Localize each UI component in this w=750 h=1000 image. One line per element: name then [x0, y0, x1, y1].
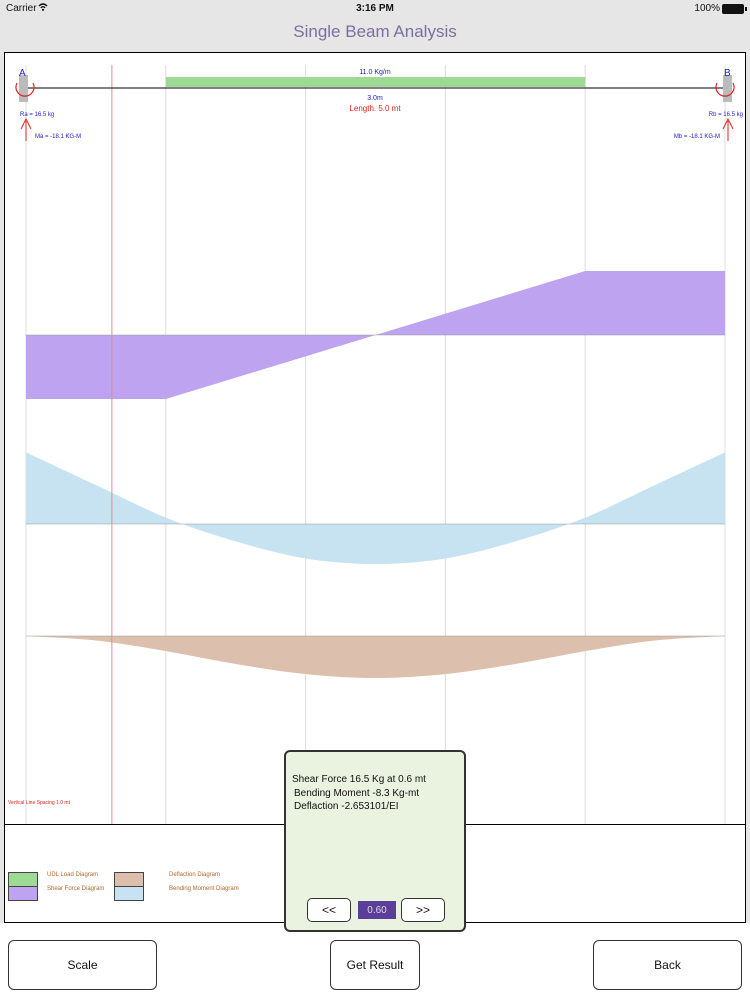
reaction-b-label: Rb = 16.5 kg	[709, 112, 743, 118]
udl-value-label: 11.0 Kg/m	[359, 69, 391, 76]
legend-deflection-label: Deflaction Diagram	[169, 872, 221, 878]
moment-b-label: Mb = -18.1 KG-M	[674, 134, 720, 140]
page-title: Single Beam Analysis	[293, 22, 457, 41]
legend-moment-swatch	[114, 886, 144, 901]
beam-diagram-canvas[interactable]: A B 11.0 Kg/m 3.0m Length. 5.0 mt Ra = 1…	[4, 52, 746, 825]
end-b-label: B	[724, 68, 731, 79]
legend-moment-label: Bending Moment Diagram	[169, 886, 239, 892]
udl-span-label: 3.0m	[367, 95, 383, 102]
carrier-label: Carrier	[6, 3, 37, 14]
diagram-areas	[26, 65, 725, 824]
bending-moment-result: Bending Moment -8.3 Kg-mt	[294, 788, 420, 799]
support-b-block	[723, 75, 732, 102]
end-a-label: A	[19, 68, 26, 79]
support-a-block	[19, 75, 28, 102]
status-bar: Carrier 3:16 PM 100%	[0, 0, 750, 16]
clock: 3:16 PM	[356, 3, 394, 14]
position-value-field[interactable]: 0.60	[358, 901, 396, 919]
get-result-button[interactable]: Get Result	[330, 940, 420, 990]
result-popup: Shear Force 16.5 Kg at 0.6 mt Bending Mo…	[284, 750, 466, 932]
bottom-toolbar: Scale Get Result Back	[0, 923, 750, 1000]
legend-shear-swatch	[8, 886, 38, 901]
vertical-grid-lines	[25, 65, 726, 824]
reaction-arrow-b-icon	[722, 117, 734, 141]
wifi-icon	[38, 3, 48, 11]
previous-position-button[interactable]: <<	[307, 898, 351, 922]
shear-force-result: Shear Force 16.5 Kg at 0.6 mt	[292, 774, 426, 785]
next-position-button[interactable]: >>	[401, 898, 445, 922]
moment-arrow-b-icon	[715, 82, 735, 97]
legend-deflection-swatch	[114, 872, 144, 887]
grid-spacing-note: Vertical Line Spacing 1.0 mt	[8, 800, 71, 806]
deflection-result: Deflaction -2.653101/EI	[294, 801, 399, 812]
beam-length-label: Length. 5.0 mt	[349, 104, 401, 113]
battery-percent: 100%	[694, 3, 720, 14]
legend-udl-label: UDL Load Diagram	[47, 872, 99, 878]
legend-udl-swatch	[8, 872, 38, 887]
bending-moment-area	[26, 452, 725, 564]
legend-shear-label: Shear Force Diagram	[47, 886, 105, 892]
beam-schematic: A B 11.0 Kg/m 3.0m Length. 5.0 mt Ra = 1…	[8, 68, 743, 806]
beam-diagram-svg: A B 11.0 Kg/m 3.0m Length. 5.0 mt Ra = 1…	[8, 65, 743, 824]
udl-load-bar	[165, 77, 586, 87]
battery-icon	[722, 4, 747, 14]
back-button[interactable]: Back	[593, 940, 742, 990]
reaction-a-label: Ra = 16.5 kg	[20, 112, 54, 118]
moment-arrow-a-icon	[15, 82, 35, 97]
scale-button[interactable]: Scale	[8, 940, 157, 990]
reaction-arrow-a-icon	[20, 117, 32, 141]
moment-a-label: Ma = -18.1 KG-M	[35, 134, 81, 140]
deflection-area	[26, 636, 725, 678]
